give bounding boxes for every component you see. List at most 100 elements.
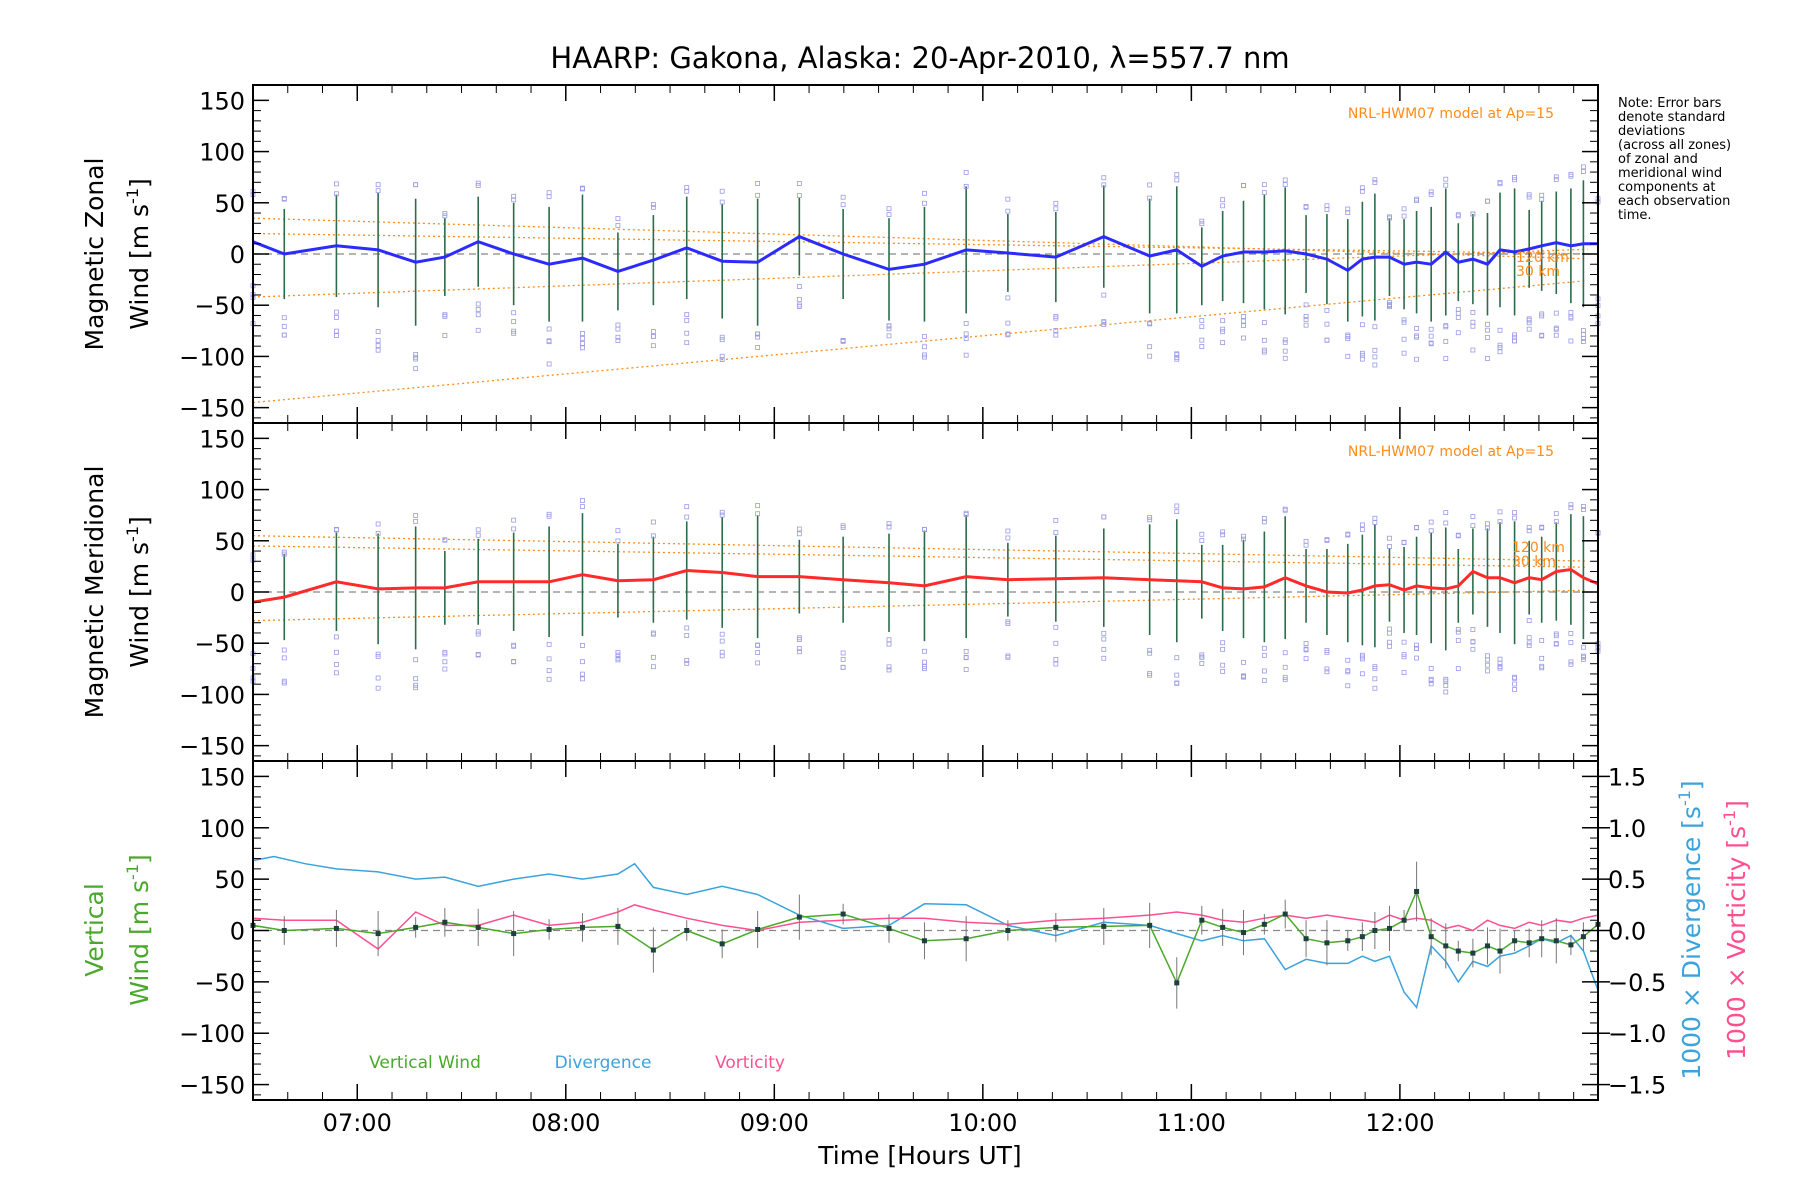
scatter-point <box>796 302 802 308</box>
wind-series-line <box>252 567 1599 604</box>
vertical-wind-point <box>840 911 846 917</box>
scatter-point <box>1497 181 1503 187</box>
scatter-point <box>334 309 339 315</box>
scatter-point <box>1241 659 1246 665</box>
scatter-point <box>1101 175 1107 181</box>
scatter-point <box>1174 655 1180 661</box>
scatter-point <box>963 331 969 337</box>
scatter-point <box>1053 624 1059 630</box>
scatter-point <box>1581 656 1586 662</box>
scatter-point <box>1282 337 1288 343</box>
scatter-point <box>1401 317 1407 323</box>
scatter-point <box>475 180 481 186</box>
meridional-plot-area <box>250 498 1601 695</box>
scatter-point <box>650 631 656 637</box>
wind-series-line <box>252 234 1598 273</box>
scatter-point <box>1387 535 1392 541</box>
scatter-point <box>886 326 892 332</box>
scatter-point <box>1005 653 1011 659</box>
scatter-point <box>1568 173 1574 179</box>
scatter-point <box>1485 198 1490 204</box>
y2-tick-label: 0.0 <box>1608 918 1646 946</box>
scatter-point <box>615 338 621 344</box>
scatter-point <box>1372 685 1378 691</box>
scatter-point <box>684 633 690 638</box>
y-tick-label: −150 <box>179 733 245 761</box>
vertical-wind-point <box>1261 921 1267 927</box>
vertical-wind-point <box>546 926 552 932</box>
scatter-point <box>1174 680 1180 686</box>
scatter-point <box>922 648 927 654</box>
zonal-model-label: NRL-HWM07 model at Ap=15 <box>1348 106 1554 122</box>
y-tick-label: 50 <box>214 190 245 218</box>
scatter-point <box>1220 529 1226 535</box>
scatter-point <box>375 521 381 527</box>
vorticity-line <box>252 904 1599 950</box>
scatter-point <box>1359 185 1365 191</box>
scatter-point <box>886 206 892 212</box>
scatter-point <box>1005 621 1011 626</box>
y2-tick-label: −1.5 <box>1608 1072 1666 1100</box>
vertical-wind-point <box>1220 924 1226 930</box>
scatter-point <box>1526 635 1532 641</box>
note-line: denote standard <box>1618 110 1725 125</box>
scatter-point <box>1101 514 1107 520</box>
vertical-wind-point <box>1101 923 1107 929</box>
scatter-point <box>886 641 892 647</box>
scatter-point <box>1101 630 1107 636</box>
y-tick-label: −50 <box>194 969 245 997</box>
scatter-point <box>375 338 381 343</box>
scatter-point <box>1359 527 1365 532</box>
scatter-point <box>1428 326 1434 332</box>
scatter-point <box>755 503 761 508</box>
scatter-point <box>1359 652 1365 658</box>
scatter-point <box>719 188 725 194</box>
scatter-point <box>1485 521 1490 527</box>
scatter-point <box>375 182 381 188</box>
scatter-point <box>546 194 552 200</box>
note-block: Note: Error bars denote standard deviati… <box>1618 96 1731 223</box>
scatter-point <box>1303 302 1309 308</box>
scatter-point <box>1372 177 1378 183</box>
scatter-point <box>1428 341 1434 347</box>
scatter-point <box>1241 533 1246 539</box>
scatter-point <box>1005 196 1011 202</box>
scatter-point <box>615 322 621 328</box>
scatter-point <box>1443 520 1449 526</box>
scatter-point <box>1539 663 1545 669</box>
scatter-point <box>1497 509 1503 515</box>
scatter-point <box>1512 674 1517 680</box>
meridional-ylabel-line1: Magnetic Meridional <box>80 466 109 719</box>
scatter-point <box>1220 318 1226 324</box>
model-curve <box>252 232 1588 255</box>
scatter-point <box>1303 322 1309 328</box>
scatter-point <box>1401 654 1407 660</box>
scatter-point <box>840 650 846 656</box>
scatter-point <box>281 315 287 321</box>
scatter-point <box>1455 213 1461 219</box>
x-tick-label: 11:00 <box>1157 1109 1226 1137</box>
scatter-point <box>1261 320 1267 326</box>
scatter-point <box>755 511 761 517</box>
x-tick-label: 09:00 <box>740 1109 809 1137</box>
scatter-point <box>684 504 690 510</box>
scatter-point <box>546 326 552 332</box>
scatter-point <box>1553 325 1559 331</box>
scatter-point <box>475 312 481 318</box>
scatter-point <box>1553 332 1559 338</box>
scatter-point <box>1485 662 1490 668</box>
scatter-point <box>922 200 927 206</box>
scatter-point <box>1443 510 1449 516</box>
scatter-point <box>1443 356 1449 361</box>
scatter-point <box>963 183 969 189</box>
scatter-point <box>442 312 448 318</box>
y-tick-label: 50 <box>214 866 245 894</box>
vertical-wind-point <box>413 924 419 930</box>
y2-tick-label: 1.0 <box>1608 815 1646 843</box>
scatter-point <box>1455 307 1461 312</box>
scatter-point <box>1568 630 1574 636</box>
scatter-point <box>281 332 287 338</box>
scatter-point <box>1220 662 1226 668</box>
scatter-point <box>1261 182 1267 188</box>
scatter-point <box>1526 618 1532 623</box>
